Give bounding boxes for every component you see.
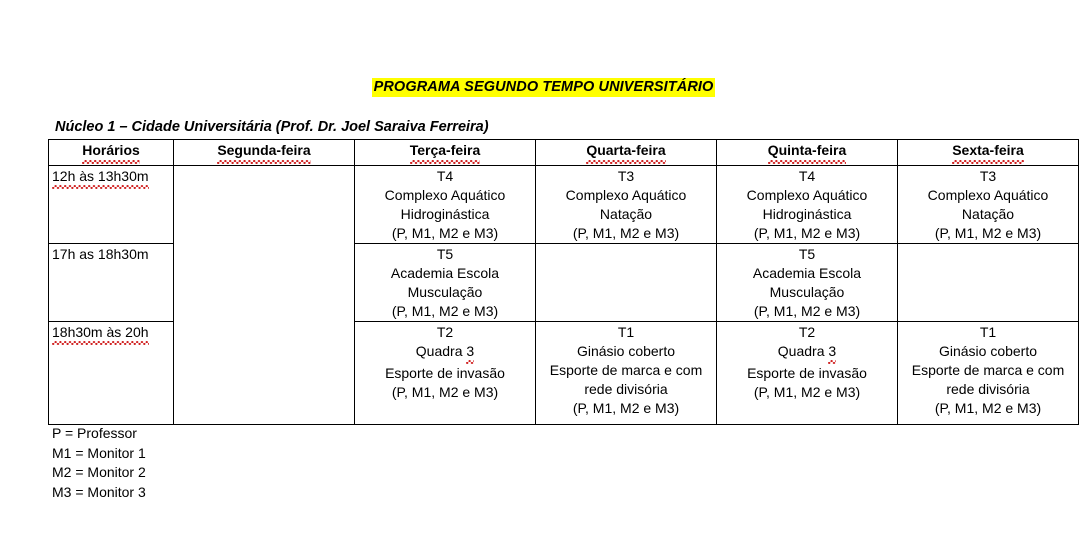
cell-line: Musculação — [769, 284, 845, 300]
cell-segunda-merged — [173, 165, 355, 425]
table-body: 12h às 13h30m T4 Complexo Aquático Hidrogi… — [48, 165, 1079, 425]
legend-item: M1 = Monitor 1 — [52, 444, 146, 461]
cell-sexta-row1: T3 Complexo Aquático Natação (P, M1, M2 e M… — [897, 165, 1079, 244]
cell-line: Complexo Aquático — [746, 187, 868, 203]
cell-quinta-row2: T5 Academia Escola Musculação (P, M1, M2 e … — [716, 243, 898, 322]
cell-line: (P, M1, M2 e M3) — [753, 384, 861, 400]
cell-quarta-row2 — [535, 243, 717, 322]
cell-line: (P, M1, M2 e M3) — [572, 225, 680, 241]
cell-line: Academia Escola — [390, 265, 500, 281]
legend-block: P = Professor M1 = Monitor 1 M2 = Monito… — [52, 424, 146, 502]
table-header: Horários Segunda-feira Terça-feira Quart… — [48, 139, 1079, 166]
cell-line: T3 — [979, 168, 997, 184]
cell-line: Esporte de marca e com — [549, 362, 703, 378]
cell-line: Musculação — [407, 284, 483, 300]
cell-line: T2 — [436, 324, 454, 340]
schedule-table: Horários Segunda-feira Terça-feira Quart… — [48, 139, 1079, 425]
cell-line: Quadra 3 — [720, 342, 894, 364]
cell-quinta-row1: T4 Complexo Aquático Hidroginástica (P, M1,… — [716, 165, 898, 244]
cell-line: Ginásio coberto — [938, 343, 1038, 359]
spellcheck-mark: 3 — [828, 342, 837, 364]
cell-line: T5 — [798, 246, 816, 262]
cell-quinta-row3: T2 Quadra 3 Esporte de invasão (P, M1, M2 e… — [716, 321, 898, 425]
cell-line: Quadra 3 — [358, 342, 532, 364]
time-slot-cell: 17h as 18h30m — [48, 243, 174, 322]
cell-line: T1 — [617, 324, 635, 340]
page-title: PROGRAMA SEGUNDO TEMPO UNIVERSITÁRIO — [371, 78, 716, 97]
cell-line: Esporte de invasão — [385, 365, 505, 381]
cell-line: Academia Escola — [752, 265, 862, 281]
cell-line: (P, M1, M2 e M3) — [391, 225, 499, 241]
cell-line: Complexo Aquático — [384, 187, 506, 203]
cell-sexta-row2 — [897, 243, 1079, 322]
cell-line: (P, M1, M2 e M3) — [572, 400, 680, 416]
cell-line: rede divisória — [946, 381, 1030, 397]
legend-item: M2 = Monitor 2 — [52, 464, 146, 480]
cell-line: rede divisória — [584, 381, 668, 397]
legend-item: P = Professor — [52, 425, 137, 441]
cell-line: Natação — [961, 206, 1015, 222]
column-header-terca: Terça-feira — [354, 139, 536, 166]
cell-line: (P, M1, M2 e M3) — [391, 303, 499, 319]
legend-item: M3 = Monitor 3 — [52, 483, 146, 500]
table-row: 17h as 18h30m T5 Academia Escola Musculaçã… — [48, 243, 1079, 322]
cell-terca-row3: T2 Quadra 3 Esporte de invasão (P, M1, M2 e… — [354, 321, 536, 425]
cell-line: Complexo Aquático — [565, 187, 687, 203]
table-row: 12h às 13h30m T4 Complexo Aquático Hidrogi… — [48, 165, 1079, 425]
cell-line: T3 — [617, 168, 635, 184]
cell-line: T4 — [798, 168, 816, 184]
column-header-quinta: Quinta-feira — [716, 139, 898, 166]
cell-line: (P, M1, M2 e M3) — [753, 303, 861, 319]
cell-line: T1 — [979, 324, 997, 340]
spellcheck-mark: 3 — [466, 342, 475, 364]
cell-line: (P, M1, M2 e M3) — [391, 384, 499, 400]
time-slot-cell: 12h às 13h30m — [48, 165, 174, 244]
cell-line: T5 — [436, 246, 454, 262]
cell-line: Esporte de invasão — [747, 365, 867, 381]
cell-line: T4 — [436, 168, 454, 184]
cell-line: Hidroginástica — [400, 206, 490, 222]
cell-line: T2 — [798, 324, 816, 340]
cell-line: Esporte de marca e com — [911, 362, 1065, 378]
cell-sexta-row3: T1 Ginásio coberto Esporte de marca e com r… — [897, 321, 1079, 425]
cell-line: (P, M1, M2 e M3) — [934, 400, 1042, 416]
table-header-row: Horários Segunda-feira Terça-feira Quart… — [48, 139, 1079, 166]
column-header-horarios: Horários — [48, 139, 174, 166]
cell-terca-row2: T5 Academia Escola Musculação (P, M1, M2 e … — [354, 243, 536, 322]
cell-line: (P, M1, M2 e M3) — [753, 225, 861, 241]
cell-line: Hidroginástica — [762, 206, 852, 222]
column-header-sexta: Sexta-feira — [897, 139, 1079, 166]
cell-line: (P, M1, M2 e M3) — [934, 225, 1042, 241]
table-row: 18h30m às 20h T2 Quadra 3 Esporte de invas… — [48, 321, 1079, 425]
column-header-quarta: Quarta-feira — [535, 139, 717, 166]
cell-line: Ginásio coberto — [576, 343, 676, 359]
cell-quarta-row3: T1 Ginásio coberto Esporte de marca e com r… — [535, 321, 717, 425]
nucleus-subtitle: Núcleo 1 – Cidade Universitária (Prof. D… — [55, 119, 489, 135]
cell-quarta-row1: T3 Complexo Aquático Natação (P, M1, M2 e M… — [535, 165, 717, 244]
cell-terca-row1: T4 Complexo Aquático Hidroginástica (P, M1,… — [354, 165, 536, 244]
cell-line: Natação — [599, 206, 653, 222]
column-header-segunda: Segunda-feira — [173, 139, 355, 166]
title-container: PROGRAMA SEGUNDO TEMPO UNIVERSITÁRIO — [0, 78, 1087, 97]
time-slot-cell: 18h30m às 20h — [48, 321, 174, 425]
cell-line: Complexo Aquático — [927, 187, 1049, 203]
